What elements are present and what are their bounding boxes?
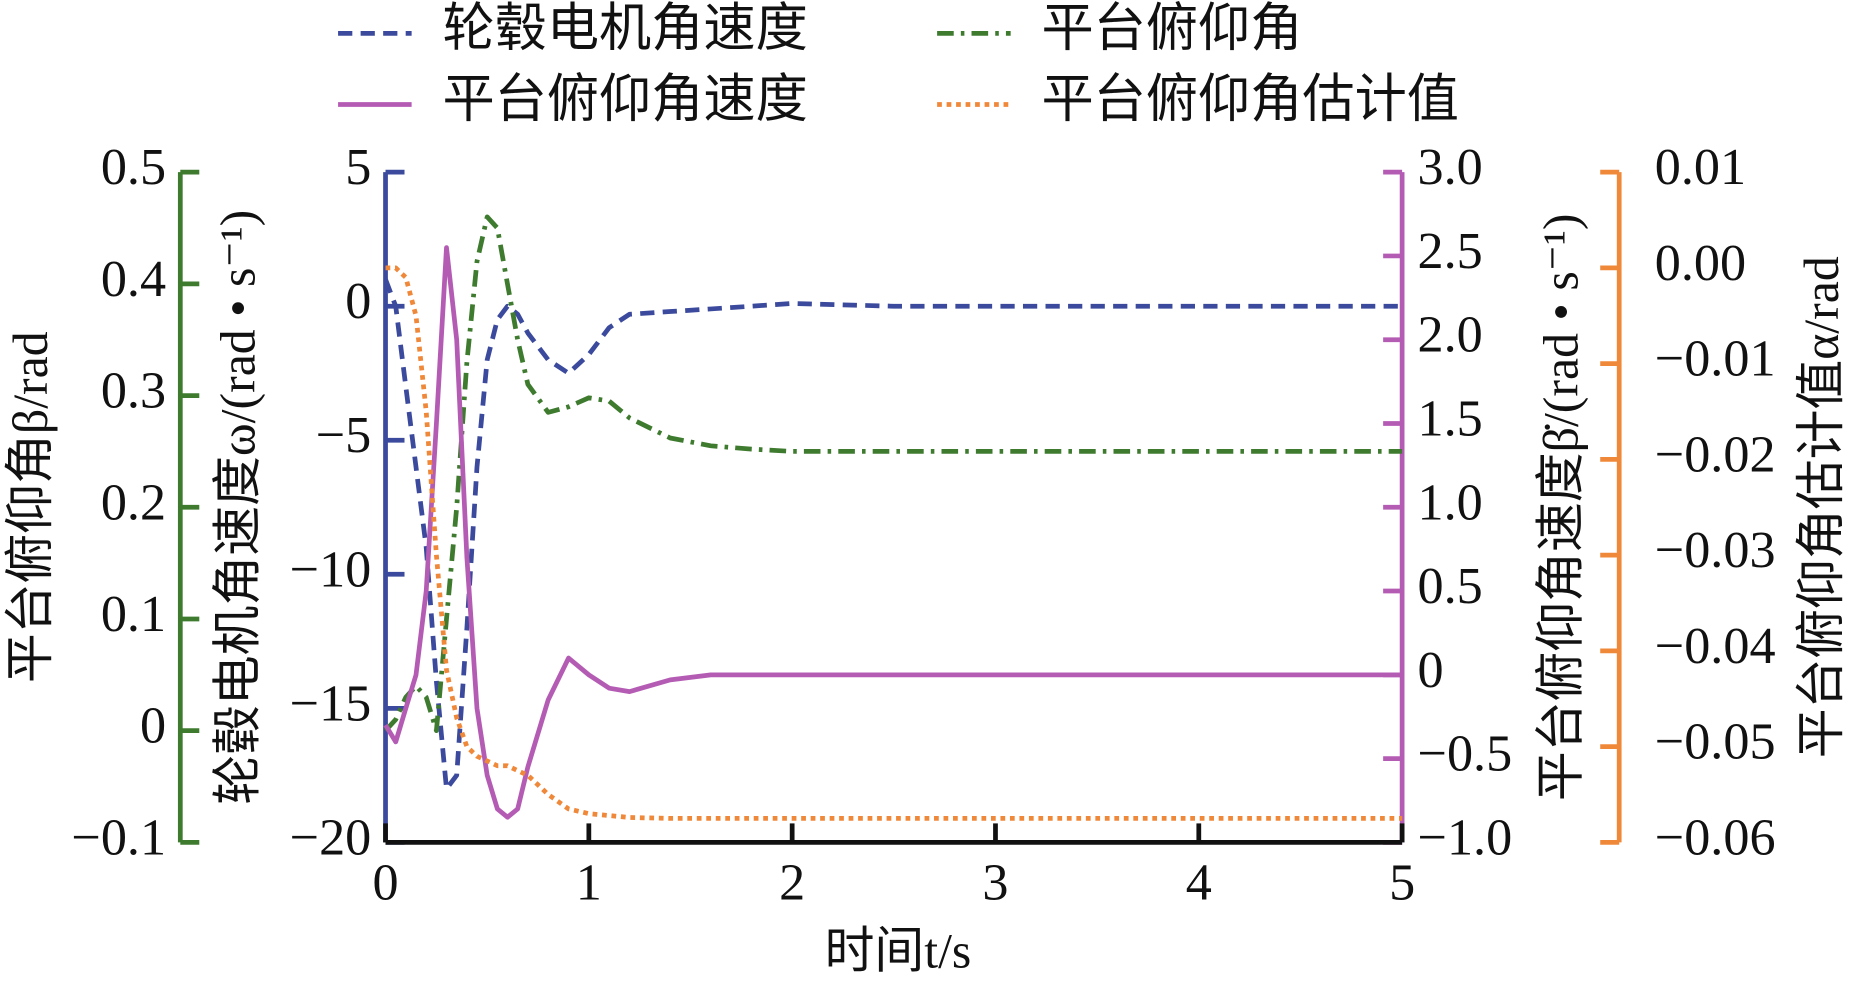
series-line [383,245,1403,820]
y-tick-label: −0.05 [1655,713,1776,771]
y-tick-label: −0.06 [1655,808,1776,866]
legend-label: 轮毂电机角速度 [442,0,807,57]
x-tick-label: 5 [1389,853,1415,911]
y-tick-label: 0.2 [101,473,166,531]
y-tick-label: 5 [345,138,371,196]
y-tick-label: −0.5 [1418,725,1513,783]
x-tick-label: 2 [779,853,805,911]
y-tick-label: 0.01 [1655,138,1746,196]
legend-label: 平台俯仰角估计值 [1042,71,1460,129]
y-axis-title: 平台俯仰角β/rad [3,331,58,683]
y-tick-label: 3.0 [1418,138,1483,196]
legend-label: 平台俯仰角速度 [442,71,807,129]
y-tick-label: 0.5 [101,138,166,196]
x-tick-label: 1 [576,853,602,911]
legend-label: 平台俯仰角 [1042,0,1303,57]
y-tick-label: 2.5 [1418,222,1483,280]
y-tick-label: 0.5 [1418,557,1483,615]
y-tick-label: −1.0 [1418,808,1513,866]
y-tick-label: 0 [140,697,166,755]
x-tick-label: 3 [982,853,1008,911]
y-axis-title: 平台俯仰角估计值α/rad [1794,256,1849,758]
y-tick-label: 0.3 [101,362,166,420]
y-tick-label: 0.00 [1655,234,1746,292]
y-tick-label: −0.02 [1655,425,1776,483]
y-tick-label: 2.0 [1418,306,1483,364]
x-axis-title: 时间t/s [825,924,972,979]
y-tick-label: −5 [316,406,372,464]
y-axis-title: 平台俯仰角速度β̇/(rad • s⁻¹) [1533,213,1588,801]
y-tick-label: −0.1 [71,808,166,866]
y-tick-label: −10 [290,540,372,598]
series-line [383,278,1403,792]
y-tick-label: −0.04 [1655,617,1776,675]
y-tick-label: 1.5 [1418,389,1483,447]
y-tick-label: −0.01 [1655,330,1776,388]
y-tick-label: 0.1 [101,585,166,643]
y-tick-label: −15 [290,674,372,732]
series-line [383,214,1403,734]
y-axis-title: 轮毂电机角速度ω/(rad • s⁻¹) [211,210,266,805]
x-tick-label: 4 [1186,853,1212,911]
y-tick-label: 0 [345,272,371,330]
y-tick-label: 1.0 [1418,473,1483,531]
y-tick-label: −0.03 [1655,521,1776,579]
y-tick-label: −20 [290,808,372,866]
y-tick-label: 0 [1418,641,1444,699]
y-tick-label: 0.4 [101,250,166,308]
x-tick-label: 0 [372,853,398,911]
series-line [385,265,1403,821]
